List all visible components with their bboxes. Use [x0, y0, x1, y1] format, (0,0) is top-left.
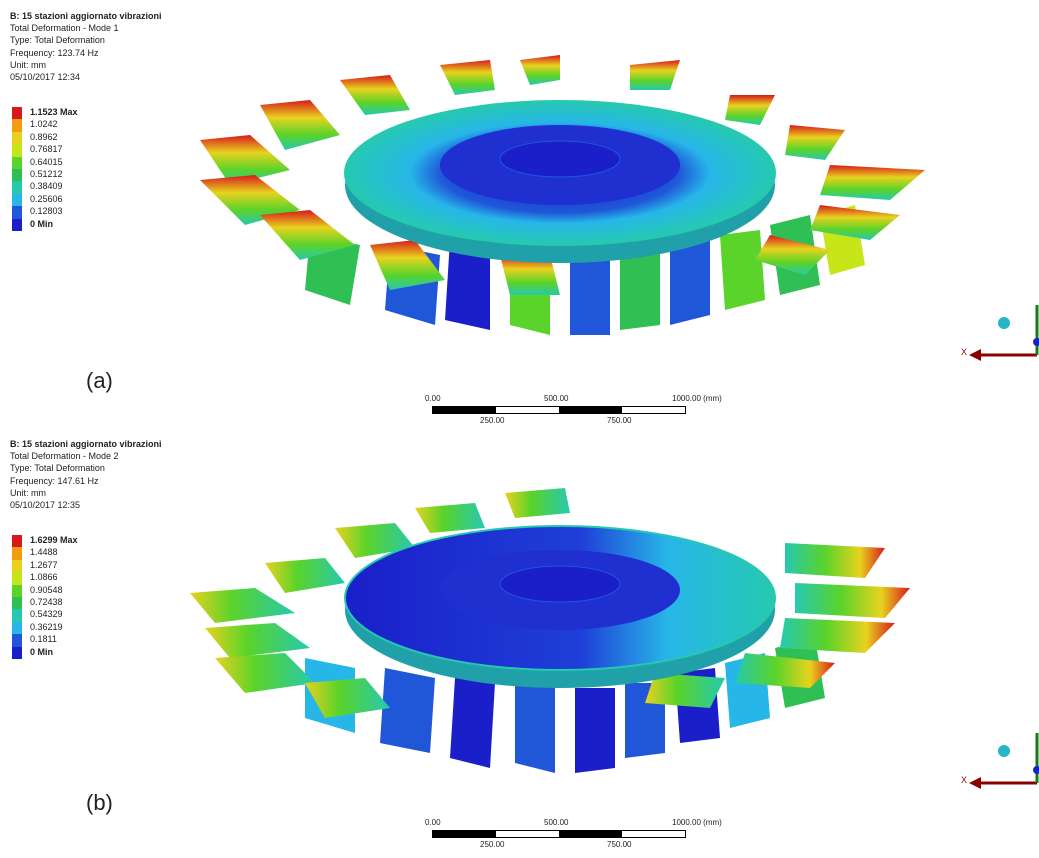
legend-swatch	[12, 144, 22, 157]
result-unit: Unit: mm	[10, 487, 46, 498]
disk-center	[499, 140, 621, 178]
figure-label: (b)	[86, 790, 113, 815]
axis-triad[interactable]: X	[959, 295, 1039, 375]
legend-swatch	[12, 621, 22, 635]
outer-blades	[200, 55, 925, 295]
legend-swatch	[12, 572, 22, 585]
scale-label: 500.00	[544, 394, 569, 403]
legend-swatch	[12, 559, 22, 573]
x-axis-arrow-icon	[969, 777, 981, 789]
panel-mode-1: B: 15 stazioni aggiornato vibrazioni Tot…	[0, 0, 1039, 425]
legend-swatch	[12, 535, 22, 548]
legend-swatch	[12, 168, 22, 182]
x-axis-label: X	[961, 347, 967, 357]
legend-label: 1.2677	[30, 559, 58, 570]
legend-label: 0.1811	[30, 634, 57, 645]
scale-bar: 0.00 500.00 1000.00 (mm) 250.00 750.00	[420, 394, 740, 434]
scale-label: 500.00	[544, 818, 569, 827]
legend-label: 1.0242	[30, 119, 58, 130]
legend-swatch	[12, 584, 22, 597]
legend-label: 1.4488	[30, 547, 58, 558]
legend-label: 0.8962	[30, 131, 58, 142]
legend-label: 0.76817	[30, 144, 63, 155]
scale-label: 750.00	[607, 416, 632, 425]
disk-center	[499, 565, 621, 603]
axis-triad[interactable]: X	[959, 723, 1039, 803]
scale-segment	[559, 407, 622, 413]
scale-label: 250.00	[480, 416, 505, 425]
legend-swatch	[12, 193, 22, 207]
legend-swatch	[12, 609, 22, 622]
legend-swatch	[12, 181, 22, 194]
triad-ball	[998, 745, 1010, 757]
result-type: Type: Total Deformation	[10, 463, 105, 474]
scale-label: 250.00	[480, 840, 505, 849]
scale-label: 0.00	[425, 394, 441, 403]
result-title: B: 15 stazioni aggiornato vibrazioni	[10, 439, 162, 449]
legend-swatch	[12, 119, 22, 132]
scale-label: 0.00	[425, 818, 441, 827]
legend-label: 1.6299 Max	[30, 535, 78, 545]
legend-label: 0.90548	[30, 584, 63, 595]
triad-ball	[998, 317, 1010, 329]
legend-label: 0 Min	[30, 646, 54, 657]
result-info: B: 15 stazioni aggiornato vibrazioni Tot…	[10, 10, 162, 83]
legend-label: 0.72438	[30, 596, 63, 607]
deformed-disk-model[interactable]	[190, 55, 930, 345]
scale-label: 1000.00 (mm)	[672, 818, 722, 827]
legend-swatch	[12, 131, 22, 145]
legend-label: 0 Min	[30, 218, 54, 229]
result-type: Type: Total Deformation	[10, 35, 105, 46]
legend-swatch	[12, 547, 22, 560]
result-mode: Total Deformation - Mode 2	[10, 451, 119, 462]
legend-swatch	[12, 634, 22, 647]
legend-label: 0.25606	[30, 193, 63, 204]
legend-label: 0.12803	[30, 206, 63, 217]
legend-swatch	[12, 107, 22, 120]
result-timestamp: 05/10/2017 12:34	[10, 72, 81, 83]
figure-label: (a)	[86, 368, 113, 393]
legend-swatch	[12, 218, 22, 231]
scale-bar-track	[432, 830, 686, 838]
result-info: B: 15 stazioni aggiornato vibrazioni Tot…	[10, 438, 162, 511]
result-frequency: Frequency: 123.74 Hz	[10, 47, 99, 58]
legend-label: 1.1523 Max	[30, 107, 78, 117]
legend-label: 1.0866	[30, 572, 58, 583]
legend-label: 0.54329	[30, 609, 63, 620]
scale-bar-track	[432, 406, 686, 414]
scale-label: 750.00	[607, 840, 632, 849]
legend-label: 0.51212	[30, 168, 63, 179]
scale-bar: 0.00 500.00 1000.00 (mm) 250.00 750.00	[420, 818, 740, 858]
outer-blades	[190, 488, 910, 718]
result-timestamp: 05/10/2017 12:35	[10, 500, 81, 511]
x-axis-arrow-icon	[969, 349, 981, 361]
result-frequency: Frequency: 147.61 Hz	[10, 475, 99, 486]
result-unit: Unit: mm	[10, 59, 46, 70]
panel-mode-2: B: 15 stazioni aggiornato vibrazioni Tot…	[0, 428, 1039, 851]
scale-segment	[433, 407, 496, 413]
legend-label: 0.64015	[30, 156, 63, 167]
scale-segment	[559, 831, 622, 837]
deformed-disk-model[interactable]	[185, 488, 925, 778]
result-mode: Total Deformation - Mode 1	[10, 23, 119, 34]
legend-swatch	[12, 596, 22, 610]
legend-label: 0.36219	[30, 621, 63, 632]
result-title: B: 15 stazioni aggiornato vibrazioni	[10, 11, 162, 21]
legend-swatch	[12, 646, 22, 659]
x-axis-label: X	[961, 775, 967, 785]
legend-swatch	[12, 156, 22, 169]
legend-label: 0.38409	[30, 181, 63, 192]
legend-swatch	[12, 206, 22, 219]
scale-label: 1000.00 (mm)	[672, 394, 722, 403]
scale-segment	[433, 831, 496, 837]
